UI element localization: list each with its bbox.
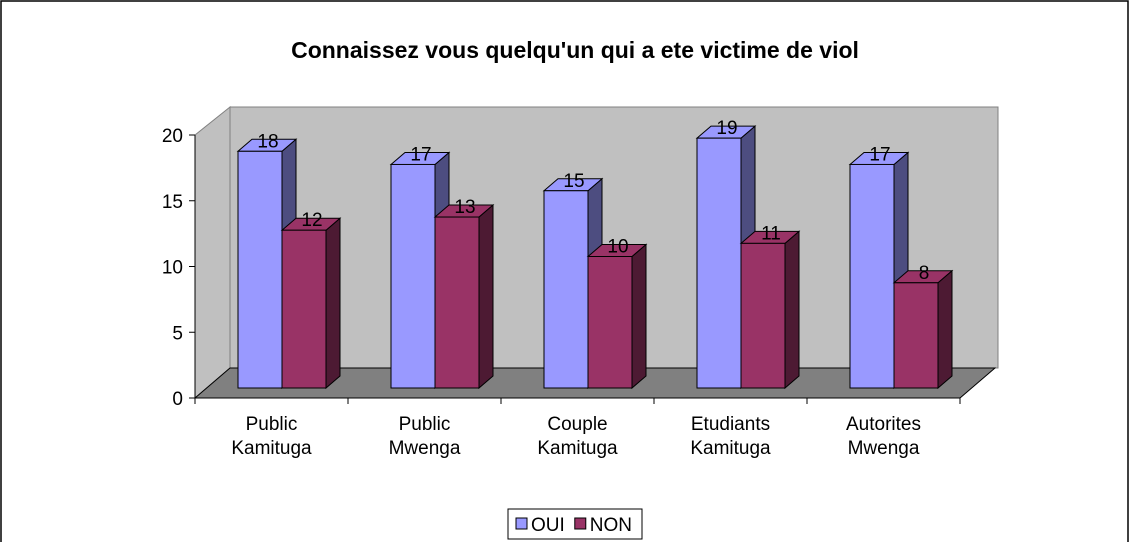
value-label: 11 <box>761 223 781 244</box>
value-label: 18 <box>257 131 278 152</box>
legend-swatch <box>515 517 528 530</box>
bar-side <box>631 243 647 390</box>
value-label: 10 <box>607 237 628 258</box>
y-tick-label: 0 <box>172 389 183 410</box>
value-label: 17 <box>869 144 890 165</box>
side-wall <box>194 105 231 400</box>
bar <box>434 216 480 389</box>
value-label: 12 <box>301 210 322 231</box>
bar <box>543 190 589 389</box>
x-tick-label: Etudiants Kamituga <box>690 414 771 459</box>
value-label: 8 <box>919 263 930 284</box>
y-tick-label: 20 <box>162 126 183 147</box>
bar <box>893 282 939 389</box>
y-tick-label: 10 <box>162 258 183 279</box>
bar <box>390 163 436 389</box>
y-tick-label: 15 <box>162 192 183 213</box>
bar <box>587 256 633 389</box>
x-tick-label: Autorites Mwenga <box>846 414 921 459</box>
chart-title: Connaissez vous quelqu'un qui a ete vict… <box>291 37 859 63</box>
bar <box>740 242 786 389</box>
legend-label: OUI <box>531 515 565 536</box>
bar-side <box>784 230 800 390</box>
y-tick-label: 5 <box>172 323 183 344</box>
value-label: 19 <box>716 118 737 139</box>
bar-side <box>325 217 341 390</box>
bar <box>849 163 895 389</box>
bar <box>696 137 742 389</box>
bar <box>281 229 327 389</box>
x-tick-label: Couple Kamituga <box>537 414 618 459</box>
legend-label: NON <box>590 515 632 536</box>
bar <box>237 150 283 389</box>
x-tick-label: Public Mwenga <box>389 414 461 459</box>
value-label: 13 <box>454 197 475 218</box>
legend-swatch <box>574 517 587 530</box>
value-label: 17 <box>410 144 431 165</box>
bar-side <box>937 269 953 390</box>
bar-side <box>478 203 494 390</box>
x-tick-label: Public Kamituga <box>231 414 312 459</box>
value-label: 15 <box>563 171 584 192</box>
